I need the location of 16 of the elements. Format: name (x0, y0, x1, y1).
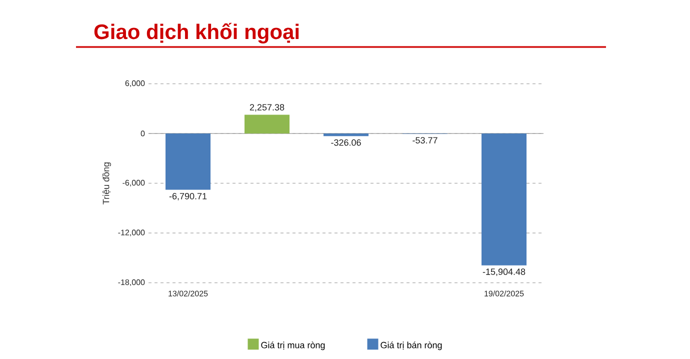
y-tick-label: 6,000 (125, 80, 145, 88)
chart-title: Giao dịch khối ngoại (94, 22, 299, 44)
x-tick-label: 19/02/2025 (484, 290, 524, 296)
legend-label: Giá trị bán ròng (380, 342, 442, 350)
data-label: -6,790.71 (169, 192, 207, 200)
x-tick-label: 13/02/2025 (168, 290, 208, 296)
y-tick-label: -6,000 (122, 180, 145, 187)
y-tick-label: -18,000 (118, 279, 145, 286)
data-label: 2,257.38 (250, 104, 284, 112)
y-tick-label: -12,000 (118, 230, 145, 236)
data-label: -53.77 (412, 137, 438, 144)
y-axis-title: Triệu đồng (102, 162, 111, 204)
y-tick-label: 0 (140, 130, 145, 136)
data-label: -15,904.48 (482, 268, 526, 276)
legend-label: Giá trị mua ròng (261, 342, 325, 350)
data-label: -326.06 (331, 139, 361, 146)
